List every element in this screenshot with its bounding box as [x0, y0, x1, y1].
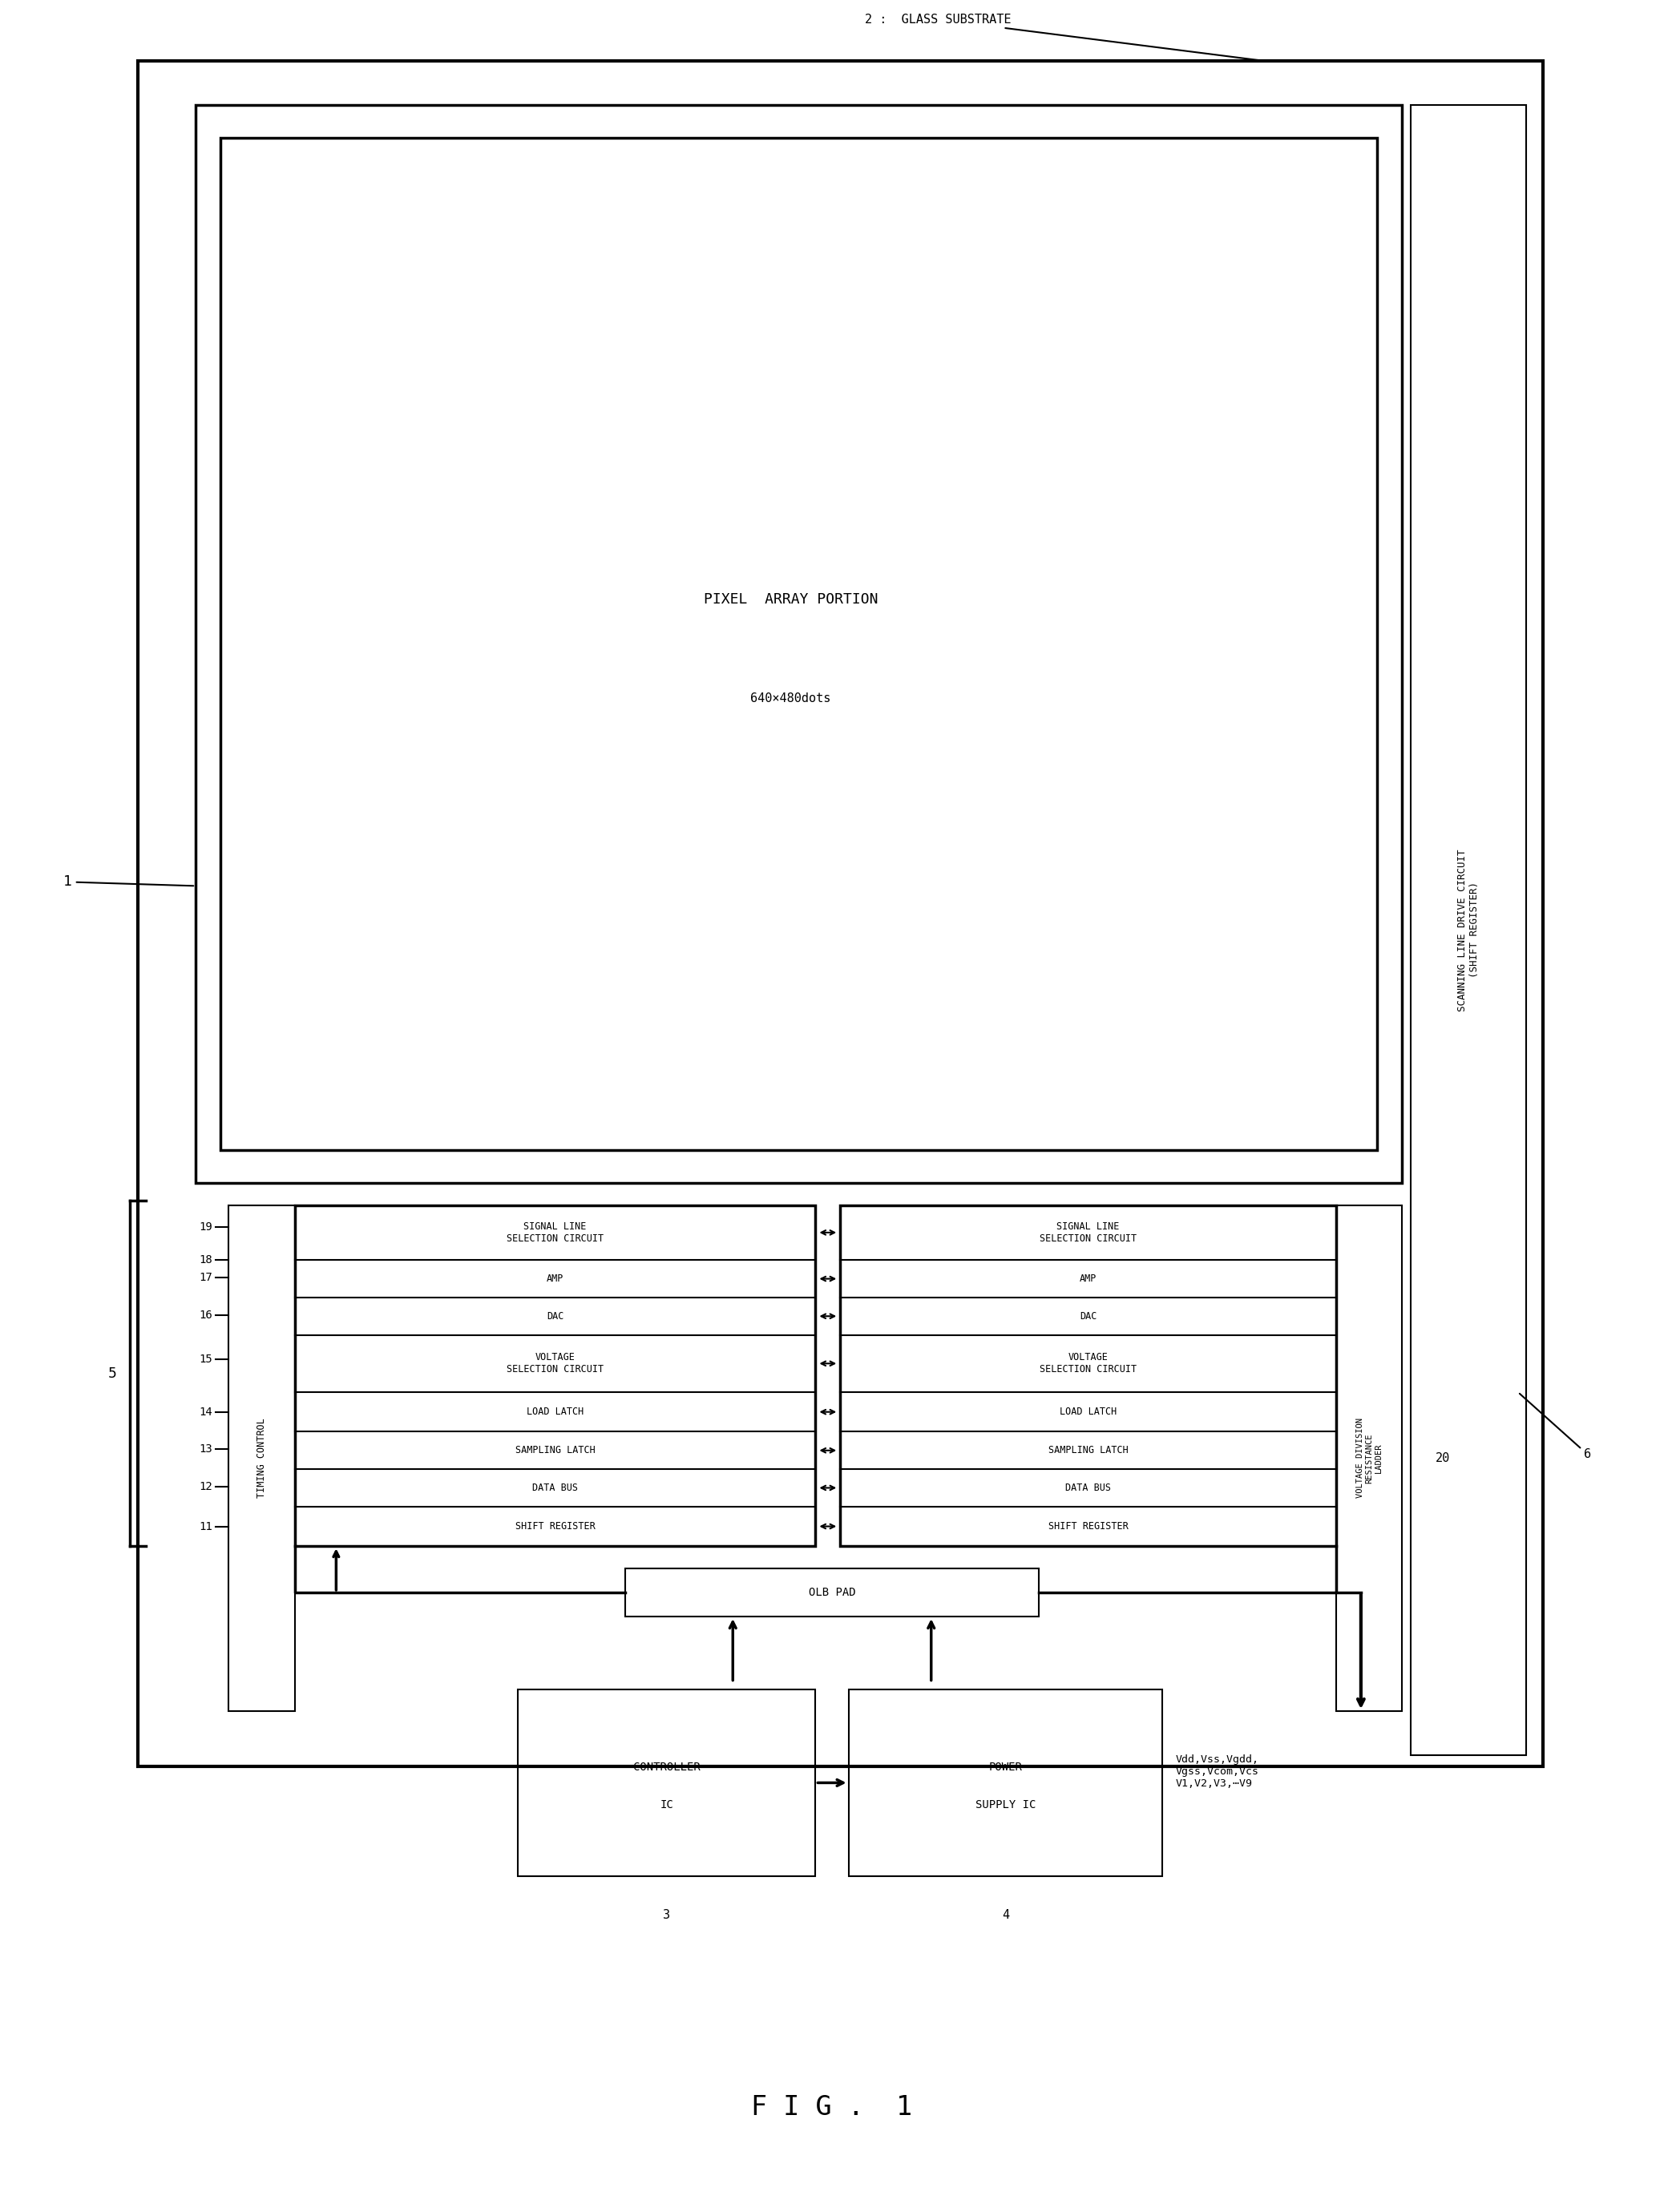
Bar: [220, 137, 1378, 1150]
Text: 20: 20: [1436, 1451, 1449, 1464]
Text: 640×480dots: 640×480dots: [750, 692, 830, 706]
Bar: [138, 60, 1543, 1765]
Text: 18: 18: [198, 1254, 213, 1265]
Text: 2 :  GLASS SUBSTRATE: 2 : GLASS SUBSTRATE: [865, 13, 1260, 60]
Text: 14: 14: [198, 1407, 213, 1418]
Text: AMP: AMP: [1080, 1274, 1097, 1283]
Text: IC: IC: [661, 1798, 674, 1809]
Text: LOAD LATCH: LOAD LATCH: [1060, 1407, 1117, 1418]
Text: VOLTAGE
SELECTION CIRCUIT: VOLTAGE SELECTION CIRCUIT: [1040, 1352, 1137, 1374]
Text: 11: 11: [198, 1522, 213, 1533]
Text: OLB PAD: OLB PAD: [809, 1586, 855, 1597]
Text: CONTROLLER: CONTROLLER: [632, 1761, 701, 1774]
Text: DATA BUS: DATA BUS: [532, 1482, 577, 1493]
Bar: [849, 1690, 1163, 1876]
Text: POWER: POWER: [988, 1761, 1022, 1774]
Text: 1: 1: [63, 874, 193, 889]
Bar: [1411, 104, 1526, 1756]
Text: SHIFT REGISTER: SHIFT REGISTER: [1048, 1522, 1128, 1531]
Bar: [196, 104, 1403, 1183]
Bar: [1336, 1206, 1403, 1712]
Text: SCANNING LINE DRIVE CIRCUIT
(SHIFT REGISTER): SCANNING LINE DRIVE CIRCUIT (SHIFT REGIS…: [1458, 849, 1479, 1011]
Text: F I G .  1: F I G . 1: [752, 2095, 912, 2121]
Text: 4: 4: [1002, 1909, 1008, 1922]
Text: SIGNAL LINE
SELECTION CIRCUIT: SIGNAL LINE SELECTION CIRCUIT: [1040, 1221, 1137, 1243]
Text: 15: 15: [198, 1354, 213, 1365]
Text: 13: 13: [198, 1444, 213, 1455]
Text: SAMPLING LATCH: SAMPLING LATCH: [1048, 1444, 1128, 1455]
Text: SUPPLY IC: SUPPLY IC: [975, 1798, 1035, 1809]
Text: VOLTAGE DIVISION
RESISTANCE
LADDER: VOLTAGE DIVISION RESISTANCE LADDER: [1356, 1418, 1383, 1498]
Text: SHIFT REGISTER: SHIFT REGISTER: [516, 1522, 596, 1531]
Text: Vdd,Vss,Vgdd,
Vgss,Vcom,Vcs
V1,V2,V3,⋯V9: Vdd,Vss,Vgdd, Vgss,Vcom,Vcs V1,V2,V3,⋯V9: [1176, 1754, 1260, 1790]
Text: DAC: DAC: [1080, 1312, 1097, 1321]
Text: LOAD LATCH: LOAD LATCH: [526, 1407, 584, 1418]
Text: VOLTAGE
SELECTION CIRCUIT: VOLTAGE SELECTION CIRCUIT: [506, 1352, 604, 1374]
Bar: [840, 1206, 1336, 1546]
Text: 6: 6: [1519, 1394, 1591, 1460]
Text: 3: 3: [662, 1909, 671, 1922]
Text: 16: 16: [198, 1310, 213, 1321]
Text: DAC: DAC: [546, 1312, 564, 1321]
Bar: [626, 1568, 1038, 1617]
Text: 17: 17: [198, 1272, 213, 1283]
Text: TIMING CONTROL: TIMING CONTROL: [256, 1418, 266, 1498]
Text: AMP: AMP: [546, 1274, 564, 1283]
Bar: [295, 1206, 815, 1546]
Text: SAMPLING LATCH: SAMPLING LATCH: [516, 1444, 596, 1455]
Bar: [518, 1690, 815, 1876]
Text: PIXEL  ARRAY PORTION: PIXEL ARRAY PORTION: [704, 593, 879, 606]
Text: SIGNAL LINE
SELECTION CIRCUIT: SIGNAL LINE SELECTION CIRCUIT: [506, 1221, 604, 1243]
Bar: [228, 1206, 295, 1712]
Text: 12: 12: [198, 1482, 213, 1493]
Text: DATA BUS: DATA BUS: [1065, 1482, 1112, 1493]
Text: 19: 19: [198, 1221, 213, 1232]
Text: 5: 5: [108, 1367, 116, 1380]
